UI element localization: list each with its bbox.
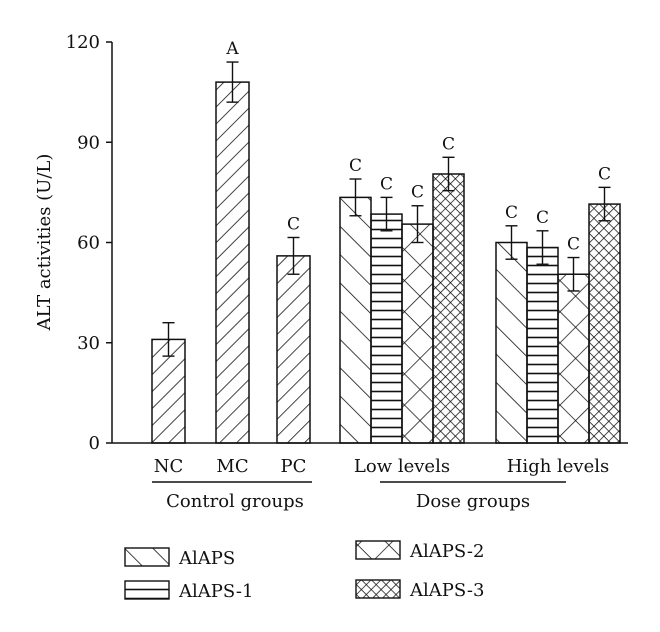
significance-label: C <box>411 183 424 203</box>
bar-AlAPS-0 <box>339 196 372 444</box>
y-axis-label: ALT activities (U/L) <box>34 154 55 332</box>
dose-group-label: Dose groups <box>416 491 530 512</box>
bar-AlAPS-1 <box>495 241 528 444</box>
significance-label: A <box>225 39 239 59</box>
legend-label: AlAPS <box>178 548 235 569</box>
significance-label: C <box>349 156 362 176</box>
significance-label: C <box>505 203 518 223</box>
group-labels: NC MC PC Low levels High levels Control group… <box>152 456 609 512</box>
legend-label: AlAPS-3 <box>409 580 484 601</box>
significance-label: C <box>380 174 393 194</box>
legend-swatch <box>355 540 401 560</box>
legend-label: AlAPS-1 <box>178 581 253 602</box>
x-tick-label: NC <box>154 456 184 477</box>
legend-swatch <box>124 580 170 600</box>
y-tick-label: 0 <box>89 433 100 454</box>
bar-AlAPS-3-1 <box>588 203 621 444</box>
x-tick-label: PC <box>281 456 307 477</box>
bar-AlAPS-1-1 <box>526 246 559 444</box>
x-tick-label: High levels <box>507 456 610 477</box>
control-group-label: Control groups <box>166 491 304 512</box>
bar-MC <box>215 81 250 444</box>
axes: 0 30 60 90 120 <box>66 32 628 454</box>
x-tick-label: Low levels <box>354 456 450 477</box>
bar-AlAPS-2-1 <box>557 273 590 444</box>
y-tick-label: 120 <box>66 32 100 53</box>
significance-label: C <box>442 134 455 154</box>
legend-swatch <box>124 547 170 567</box>
bar-NC <box>151 338 186 444</box>
significance-label: C <box>598 164 611 184</box>
significance-label: C <box>536 208 549 228</box>
legend-label: AlAPS-2 <box>409 541 484 562</box>
bar-AlAPS-2-0 <box>401 223 434 444</box>
x-tick-label: MC <box>216 456 248 477</box>
legend: AlAPS AlAPS-1 AlAPS-2 AlAPS-3 <box>124 540 484 602</box>
bar-PC <box>276 255 311 444</box>
significance-label: C <box>287 214 300 234</box>
bar-AlAPS-3-0 <box>432 173 465 444</box>
y-tick-label: 30 <box>77 333 100 354</box>
significance-label: C <box>567 235 580 255</box>
y-tick-label: 90 <box>77 132 100 153</box>
bar-AlAPS-1-0 <box>370 213 403 444</box>
legend-swatch <box>355 579 401 599</box>
y-tick-label: 60 <box>77 233 100 254</box>
